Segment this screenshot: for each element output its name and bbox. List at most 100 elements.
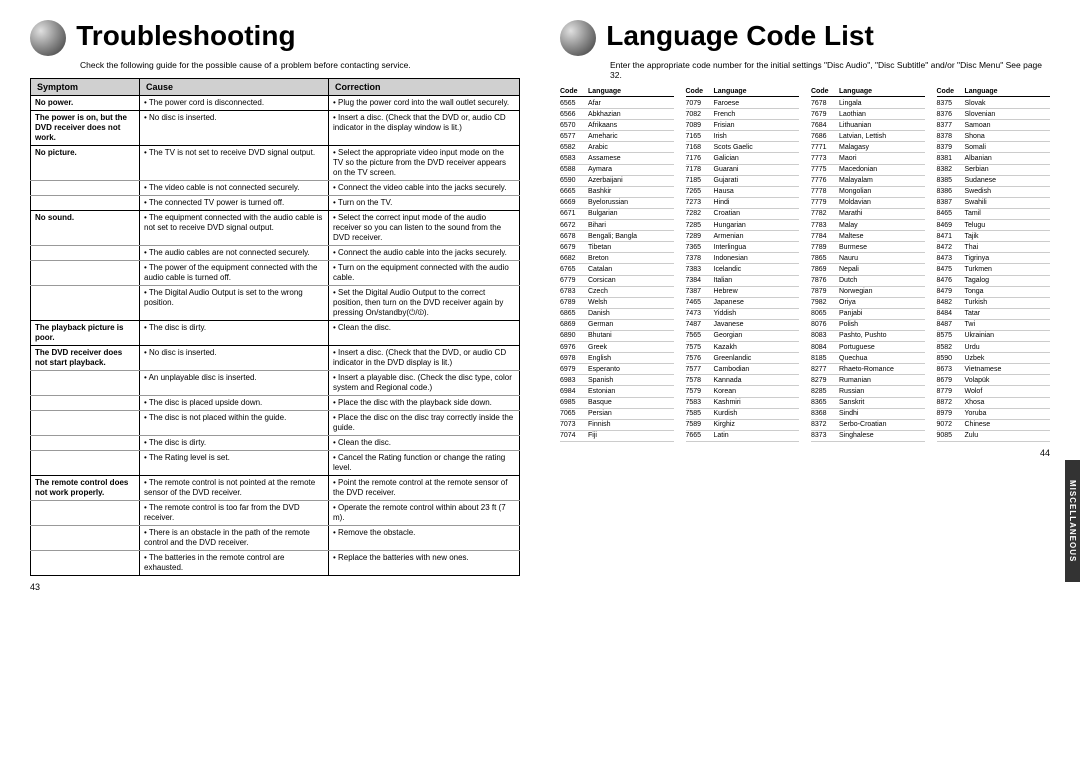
language-columns: CodeLanguage6565Afar6566Abkhazian6570Afr… — [560, 88, 1050, 442]
language-row: 6570Afrikaans — [560, 120, 674, 131]
lang-code: 8465 — [937, 209, 965, 218]
language-row: 8386Swedish — [937, 187, 1051, 198]
language-row: 6983Spanish — [560, 375, 674, 386]
language-row: 8382Serbian — [937, 165, 1051, 176]
th-cause: Cause — [140, 79, 329, 96]
lang-name: Dutch — [839, 276, 857, 285]
language-row: 7876Dutch — [811, 276, 925, 287]
lang-name: Latin — [714, 431, 729, 440]
symptom-cell — [31, 196, 140, 211]
lang-name: Chinese — [965, 420, 991, 429]
language-row: 7165Irish — [686, 131, 800, 142]
lang-col-header: CodeLanguage — [686, 88, 800, 97]
symptom-cell: No sound. — [31, 211, 140, 246]
sphere-icon — [560, 20, 596, 56]
lang-code: 6566 — [560, 110, 588, 119]
cause-cell: • The disc is dirty. — [140, 436, 329, 451]
language-row: 8387Swahili — [937, 198, 1051, 209]
lang-code: 7773 — [811, 154, 839, 163]
lang-code: 7073 — [560, 420, 588, 429]
lang-code: 8472 — [937, 243, 965, 252]
language-row: 7773Maori — [811, 153, 925, 164]
lang-name: Yiddish — [714, 309, 737, 318]
lang-code: 8779 — [937, 387, 965, 396]
lang-code: 6583 — [560, 154, 588, 163]
lang-name: Malayalam — [839, 176, 873, 185]
lang-code: 7289 — [686, 232, 714, 241]
lang-code: 8872 — [937, 398, 965, 407]
correction-cell: • Turn on the equipment connected with t… — [329, 261, 520, 286]
left-page: Troubleshooting Check the following guid… — [30, 20, 520, 592]
language-row: 7879Norwegian — [811, 287, 925, 298]
lang-name: Rumanian — [839, 376, 871, 385]
symptom-cell — [31, 451, 140, 476]
language-row: 6679Tibetan — [560, 242, 674, 253]
language-row: 6682Breton — [560, 253, 674, 264]
lang-name: Bengali; Bangla — [588, 232, 637, 241]
correction-cell: • Replace the batteries with new ones. — [329, 551, 520, 576]
language-row: 7473Yiddish — [686, 309, 800, 320]
table-row: • The power of the equipment connected w… — [31, 261, 520, 286]
lang-name: Turkmen — [965, 265, 992, 274]
lang-code: 8475 — [937, 265, 965, 274]
side-tab-miscellaneous: MISCELLANEOUS — [1065, 460, 1080, 582]
language-row: 6890Bhutani — [560, 331, 674, 342]
lang-name: Korean — [714, 387, 737, 396]
language-row: 7185Gujarati — [686, 176, 800, 187]
language-list-intro: Enter the appropriate code number for th… — [610, 60, 1050, 80]
lang-code: 6779 — [560, 276, 588, 285]
lang-name: Singhalese — [839, 431, 874, 440]
lang-name: Urdu — [965, 343, 980, 352]
table-row: • An unplayable disc is inserted.• Inser… — [31, 371, 520, 396]
table-row: • The Rating level is set.• Cancel the R… — [31, 451, 520, 476]
lang-code: 8365 — [811, 398, 839, 407]
lang-col-header: CodeLanguage — [937, 88, 1051, 97]
sphere-icon — [30, 20, 66, 56]
correction-cell: • Set the Digital Audio Output to the co… — [329, 286, 520, 321]
language-row: 6665Bashkir — [560, 187, 674, 198]
lang-name: Tamil — [965, 209, 981, 218]
troubleshooting-intro: Check the following guide for the possib… — [80, 60, 520, 70]
correction-cell: • Operate the remote control within abou… — [329, 501, 520, 526]
correction-cell: • Place the disc on the disc tray correc… — [329, 411, 520, 436]
lang-name: Welsh — [588, 298, 607, 307]
table-row: No sound.• The equipment connected with … — [31, 211, 520, 246]
language-row: 7589Kirghiz — [686, 420, 800, 431]
lang-code: 6890 — [560, 331, 588, 340]
lang-name: Abkhazian — [588, 110, 621, 119]
lang-name: Slovak — [965, 99, 986, 108]
symptom-cell: No picture. — [31, 146, 140, 181]
cause-cell: • An unplayable disc is inserted. — [140, 371, 329, 396]
lang-code: 8279 — [811, 376, 839, 385]
lang-name: Faroese — [714, 99, 740, 108]
lang-name: Interlingua — [714, 243, 747, 252]
correction-cell: • Point the remote control at the remote… — [329, 476, 520, 501]
language-column: CodeLanguage7079Faroese7082French7089Fri… — [686, 88, 800, 442]
language-row: 7783Malay — [811, 220, 925, 231]
language-row: 6979Esperanto — [560, 364, 674, 375]
lang-code: 7684 — [811, 121, 839, 130]
lang-name: Lingala — [839, 99, 862, 108]
lang-code: 7879 — [811, 287, 839, 296]
lang-name: Wolof — [965, 387, 983, 396]
lang-name: Tajik — [965, 232, 979, 241]
title-row: Language Code List — [560, 20, 1050, 56]
lang-code: 6577 — [560, 132, 588, 141]
language-row: 8779Wolof — [937, 386, 1051, 397]
lang-code: 6669 — [560, 198, 588, 207]
language-row: 8185Quechua — [811, 353, 925, 364]
cause-cell: • The Digital Audio Output is set to the… — [140, 286, 329, 321]
correction-cell: • Select the correct input mode of the a… — [329, 211, 520, 246]
language-row: 7082French — [686, 109, 800, 120]
table-row: • The disc is placed upside down.• Place… — [31, 396, 520, 411]
cause-cell: • The power cord is disconnected. — [140, 96, 329, 111]
lang-name: Albanian — [965, 154, 992, 163]
language-row: 8084Portuguese — [811, 342, 925, 353]
table-row: The power is on, but the DVD receiver do… — [31, 111, 520, 146]
lang-name: Hindi — [714, 198, 730, 207]
cause-cell: • The batteries in the remote control ar… — [140, 551, 329, 576]
lang-name: Icelandic — [714, 265, 742, 274]
lang-code: 7869 — [811, 265, 839, 274]
lang-code: 8083 — [811, 331, 839, 340]
lang-name: Xhosa — [965, 398, 985, 407]
